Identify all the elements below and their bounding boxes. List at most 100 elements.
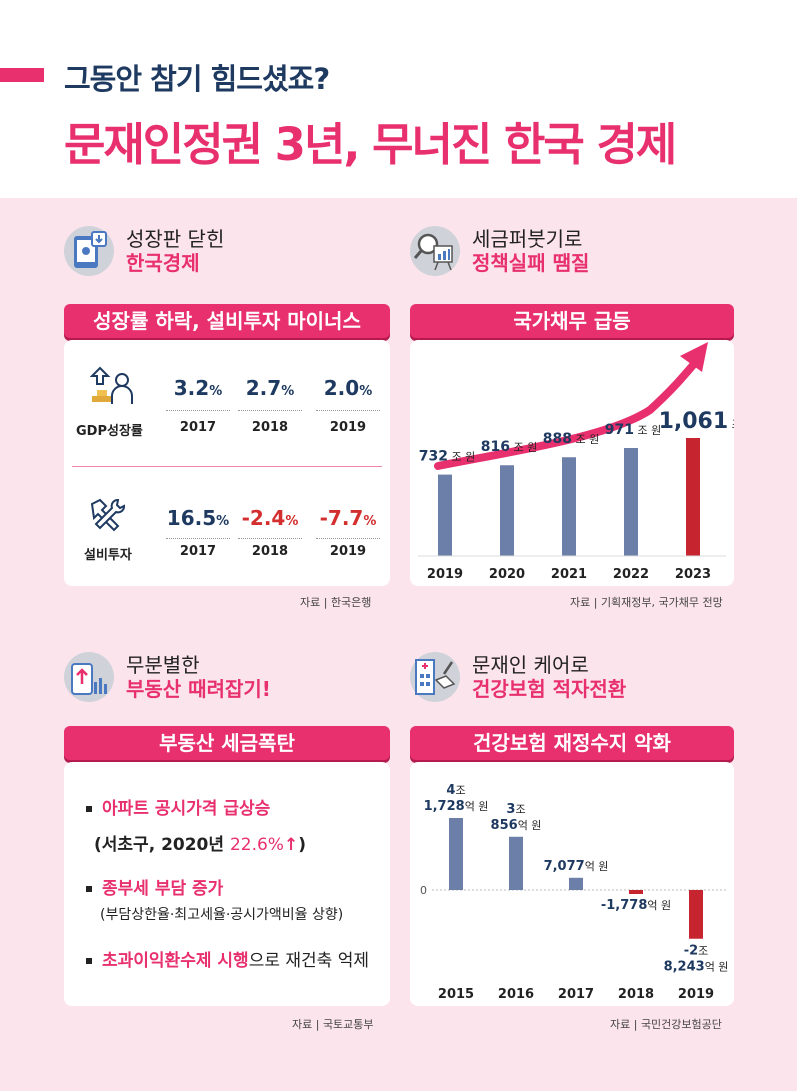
invest-label: 설비투자 (84, 548, 132, 563)
x-tick-label: 2019 (427, 567, 463, 582)
page-title: 문재인정권 3년, 무너진 한국 경제 (64, 118, 677, 171)
bar (500, 465, 514, 556)
x-tick-label: 2015 (438, 987, 474, 1002)
invest-year: 2018 (251, 544, 289, 559)
bullet-square (86, 806, 92, 812)
x-tick-label: 2020 (489, 567, 525, 582)
source-note: 자료 | 국토교통부 (292, 1018, 374, 1031)
dotted-rule (166, 410, 230, 411)
data-label: 4조 (446, 783, 465, 798)
tools-icon (88, 496, 128, 540)
bar (449, 818, 463, 890)
section-line2: 건강보험 적자전환 (472, 677, 627, 701)
source-note: 자료 | 기획재정부, 국가채무 전망 (570, 596, 723, 609)
bullet-item: 아파트 공시가격 급상승 (86, 794, 270, 819)
bar (624, 448, 638, 556)
bar (629, 890, 643, 894)
bar (509, 836, 523, 890)
data-label: -2조 (684, 944, 709, 959)
bullet-sub: (부담상한율·최고세율·공시가액비율 상향) (100, 907, 344, 923)
bar (569, 877, 583, 890)
bullet-item: 종부세 부담 증가 (86, 874, 223, 899)
debt-bar-chart: 732 조 원 2019 816 조 원 2020 888 조 원 2021 971 조 원… (418, 342, 755, 582)
sub-text: ) (298, 835, 306, 855)
invest-year: 2017 (179, 544, 217, 559)
section-debt-head: 세금퍼붓기로 정책실패 땜질 (410, 226, 589, 276)
sub-value: 22.6% (229, 835, 284, 855)
banner-growth: 성장률 하락, 설비투자 마이너스 (64, 304, 390, 338)
up-arrow-icon: ↑ (283, 835, 299, 855)
trend-arrow (434, 360, 698, 470)
data-label: 856억 원 (491, 818, 542, 833)
x-tick-label: 2016 (498, 987, 534, 1002)
bullet-text: 종부세 부담 증가 (102, 879, 224, 899)
data-label: 7,077억 원 (544, 859, 609, 874)
bullet-item: 초과이익환수제 시행으로 재건축 억제 (86, 946, 369, 971)
sub-text: (서초구, 2020년 (94, 835, 230, 855)
bullet-square (86, 958, 92, 964)
gdp-year: 2019 (329, 420, 367, 435)
bar (438, 474, 452, 556)
banner-health: 건강보험 재정수지 악화 (410, 726, 734, 760)
invest-value: -7.7% (319, 506, 377, 530)
section-line2: 정책실패 땜질 (472, 251, 590, 275)
x-tick-label: 2017 (558, 987, 594, 1002)
data-label: 971 조 원 (605, 422, 661, 438)
data-label: 732 조 원 (419, 449, 475, 465)
gdp-value: 3.2% (173, 376, 223, 400)
source-note: 자료 | 국민건강보험공단 (610, 1018, 722, 1031)
mobile-chart-icon (64, 226, 114, 276)
realestate-card: 아파트 공시가격 급상승 (서초구, 2020년 22.6%↑) 종부세 부담 … (64, 762, 390, 1006)
bullet-sub: (서초구, 2020년 22.6%↑) (94, 830, 306, 855)
bar (689, 890, 703, 939)
arrow-head-icon (680, 342, 708, 372)
banner-realestate: 부동산 세금폭탄 (64, 726, 390, 760)
gdp-value: 2.7% (245, 376, 295, 400)
invest-year: 2019 (329, 544, 367, 559)
x-tick-label: 2019 (678, 987, 714, 1002)
data-label: 1,061 조 원 (659, 409, 734, 434)
gdp-label: GDP성장률 (76, 424, 143, 439)
data-label: 888 조 원 (543, 431, 599, 447)
mobile-bars-icon (64, 652, 114, 702)
hospital-document-icon (410, 652, 460, 702)
data-label: 1,728억 원 (424, 799, 489, 814)
health-card: 0 4조 1,728억 원 2015 3조 856억 원 2016 7,077억 원 2017 -… (410, 762, 734, 1006)
header: 그동안 참기 힘드셨죠? 문재인정권 3년, 무너진 한국 경제 (0, 0, 797, 198)
dotted-rule (238, 410, 302, 411)
dotted-rule (316, 538, 380, 539)
gdp-year: 2018 (251, 420, 289, 435)
invest-value: -2.4% (241, 506, 299, 530)
section-growth-head: 성장판 닫힌 한국경제 (64, 226, 224, 276)
x-tick-label: 2023 (675, 567, 711, 582)
dotted-rule (238, 538, 302, 539)
bullet-square (86, 886, 92, 892)
section-health-head: 문재인 케어로 건강보험 적자전환 (410, 652, 626, 702)
bullet-text: 아파트 공시가격 급상승 (102, 799, 271, 819)
section-line2: 부동산 때려잡기! (126, 677, 271, 701)
data-label: 816 조 원 (481, 439, 537, 455)
gold-person-icon (89, 366, 134, 414)
bar (562, 457, 576, 556)
data-label: -1,778억 원 (601, 898, 671, 913)
x-tick-label: 2021 (551, 567, 587, 582)
invest-value: 16.5% (166, 506, 230, 530)
divider (72, 466, 382, 467)
section-line2: 한국경제 (126, 251, 200, 275)
section-line1: 성장판 닫힌 (126, 227, 225, 251)
section-line1: 세금퍼붓기로 (472, 227, 583, 251)
data-label: 8,243억 원 (664, 960, 729, 975)
growth-card: GDP성장률 3.2% 2.7% 2.0% 2017 2018 2019 설비투… (64, 340, 390, 586)
bullet-text: 초과이익환수제 시행 (102, 951, 249, 971)
source-note: 자료 | 한국은행 (300, 596, 372, 609)
debt-card: 732 조 원 2019 816 조 원 2020 888 조 원 2021 971 조 원… (410, 340, 755, 586)
accent-bar (0, 68, 44, 82)
page-subtitle: 그동안 참기 힘드셨죠? (64, 62, 330, 96)
dotted-rule (166, 538, 230, 539)
bar (686, 438, 700, 556)
gdp-value: 2.0% (323, 376, 373, 400)
gdp-year: 2017 (179, 420, 217, 435)
dotted-rule (316, 410, 380, 411)
section-line1: 문재인 케어로 (472, 653, 589, 677)
